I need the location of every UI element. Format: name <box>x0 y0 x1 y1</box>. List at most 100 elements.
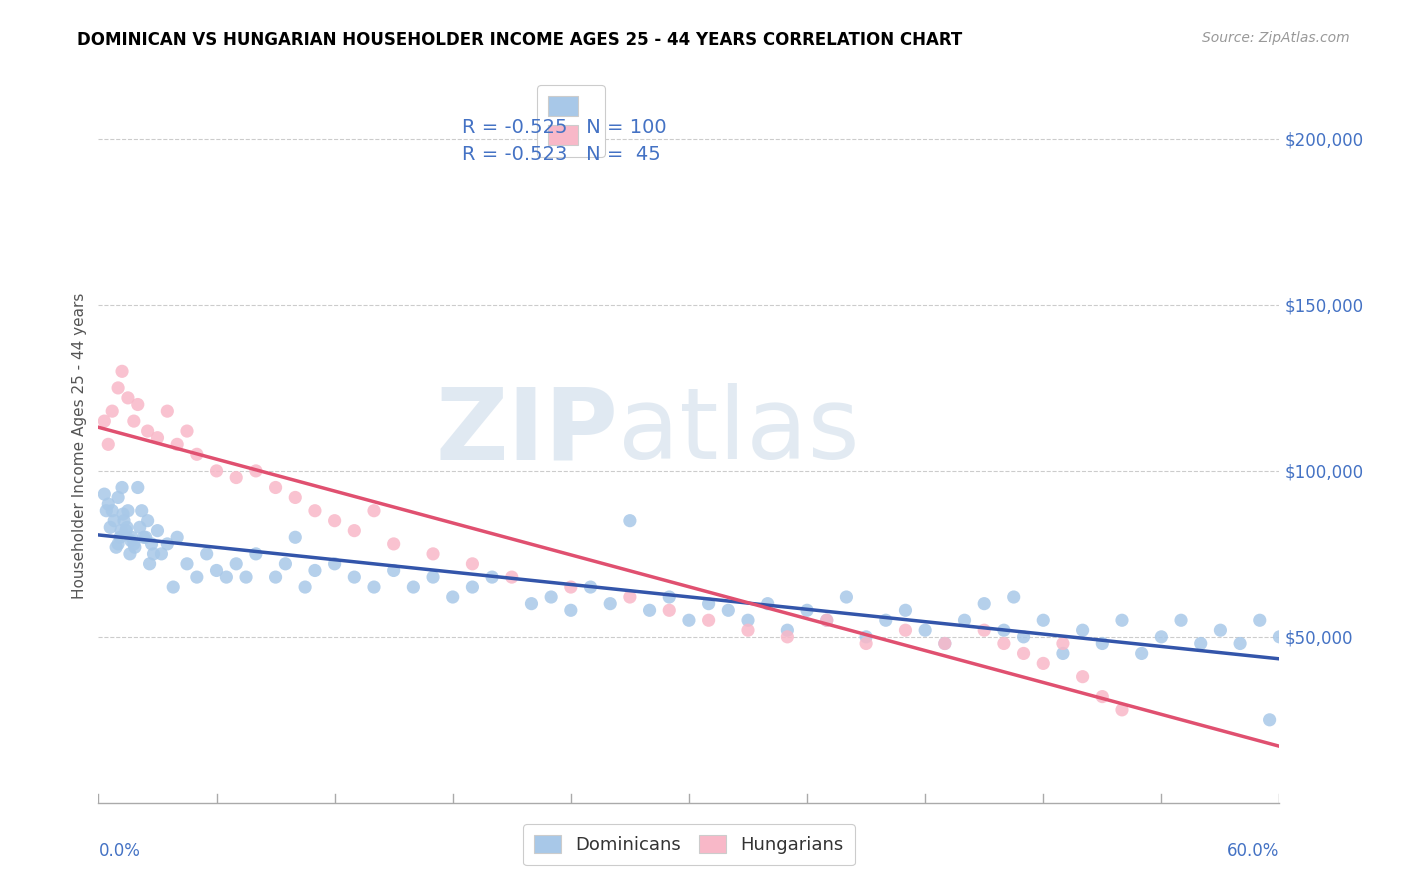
Point <box>1130 647 1153 661</box>
Point <box>441 590 464 604</box>
Point <box>101 504 124 518</box>
Point <box>176 424 198 438</box>
Point <box>132 530 155 544</box>
Point <box>1150 630 1173 644</box>
Point <box>304 564 326 578</box>
Point <box>934 636 956 650</box>
Point <box>658 603 681 617</box>
Point <box>737 624 759 638</box>
Point <box>120 533 142 548</box>
Point <box>894 624 917 638</box>
Point <box>96 504 118 518</box>
Point <box>697 613 720 627</box>
Point <box>115 520 138 534</box>
Point <box>678 613 700 627</box>
Text: 0.0%: 0.0% <box>98 842 141 860</box>
Point <box>1071 624 1094 638</box>
Point <box>156 404 179 418</box>
Point <box>560 603 582 617</box>
Point <box>215 570 238 584</box>
Point <box>973 597 995 611</box>
Point <box>176 557 198 571</box>
Point <box>225 557 247 571</box>
Point <box>117 504 139 518</box>
Point <box>304 504 326 518</box>
Point <box>122 537 145 551</box>
Point <box>855 630 877 644</box>
Point <box>914 624 936 638</box>
Point <box>146 524 169 538</box>
Point <box>1052 647 1074 661</box>
Point <box>294 580 316 594</box>
Point <box>1071 670 1094 684</box>
Point <box>112 507 135 521</box>
Point <box>461 580 484 594</box>
Point <box>481 570 503 584</box>
Point <box>138 557 160 571</box>
Point <box>118 547 141 561</box>
Point <box>894 603 917 617</box>
Text: Source: ZipAtlas.com: Source: ZipAtlas.com <box>1202 31 1350 45</box>
Point <box>796 603 818 617</box>
Point <box>343 524 366 538</box>
Point <box>150 547 173 561</box>
Point <box>599 597 621 611</box>
Text: R = -0.523   N =  45: R = -0.523 N = 45 <box>463 145 661 164</box>
Point <box>135 530 157 544</box>
Point <box>97 497 120 511</box>
Point <box>1229 636 1251 650</box>
Point <box>225 470 247 484</box>
Point <box>131 504 153 518</box>
Point <box>127 397 149 411</box>
Point <box>107 381 129 395</box>
Point <box>103 514 125 528</box>
Point <box>323 557 346 571</box>
Point <box>993 624 1015 638</box>
Point <box>973 624 995 638</box>
Point <box>776 630 799 644</box>
Point <box>1111 613 1133 627</box>
Point <box>245 464 267 478</box>
Point <box>1249 613 1271 627</box>
Point <box>166 437 188 451</box>
Point <box>540 590 562 604</box>
Point <box>993 636 1015 650</box>
Point <box>107 537 129 551</box>
Point <box>205 564 228 578</box>
Point <box>1189 636 1212 650</box>
Text: DOMINICAN VS HUNGARIAN HOUSEHOLDER INCOME AGES 25 - 44 YEARS CORRELATION CHART: DOMINICAN VS HUNGARIAN HOUSEHOLDER INCOM… <box>77 31 963 49</box>
Point <box>112 514 135 528</box>
Point <box>1091 636 1114 650</box>
Point <box>776 624 799 638</box>
Point <box>815 613 838 627</box>
Text: 60.0%: 60.0% <box>1227 842 1279 860</box>
Point <box>156 537 179 551</box>
Point <box>737 613 759 627</box>
Point <box>108 530 131 544</box>
Point <box>520 597 543 611</box>
Point <box>619 514 641 528</box>
Point <box>422 570 444 584</box>
Point <box>1111 703 1133 717</box>
Point <box>284 491 307 505</box>
Point <box>274 557 297 571</box>
Point <box>363 504 385 518</box>
Point <box>205 464 228 478</box>
Point <box>101 404 124 418</box>
Point <box>1052 636 1074 650</box>
Point <box>124 540 146 554</box>
Point <box>953 613 976 627</box>
Point <box>402 580 425 594</box>
Point <box>105 540 128 554</box>
Point <box>264 570 287 584</box>
Point <box>560 580 582 594</box>
Point <box>638 603 661 617</box>
Point <box>141 537 163 551</box>
Point <box>855 636 877 650</box>
Point <box>461 557 484 571</box>
Point <box>875 613 897 627</box>
Point <box>343 570 366 584</box>
Point <box>235 570 257 584</box>
Point <box>245 547 267 561</box>
Point <box>1032 657 1054 671</box>
